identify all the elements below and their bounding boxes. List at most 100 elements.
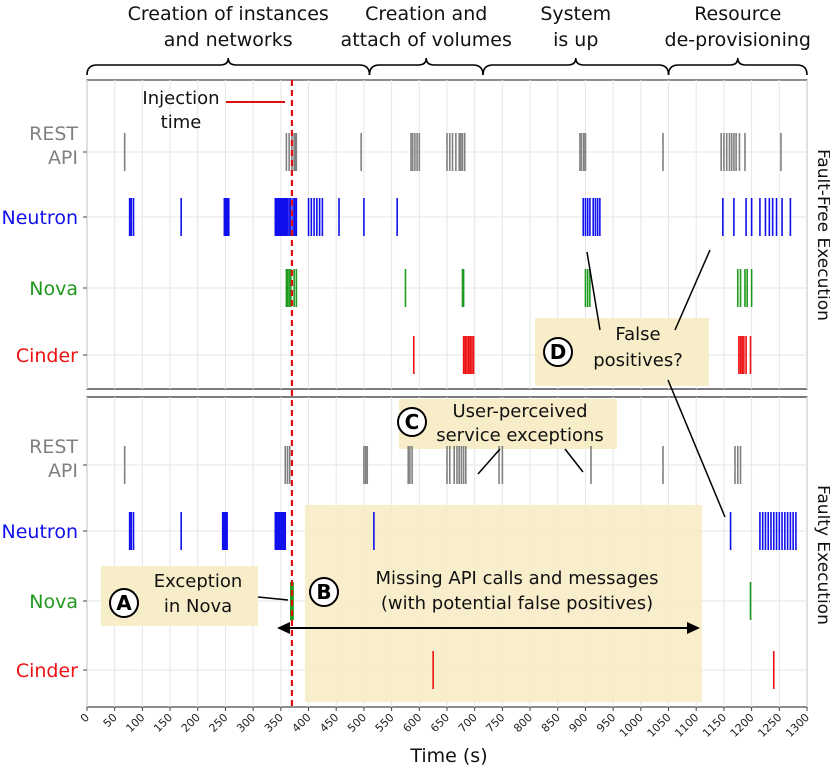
x-tick-label: 1050	[645, 711, 674, 740]
annotations: Injection time A Exception in Nova B Missing A…	[109, 80, 726, 707]
row-label-line: API	[48, 147, 78, 169]
x-tick-label: 400	[290, 711, 314, 735]
phase-headers: Creation of instances and networks Creatio…	[86, 3, 811, 76]
phase-brace	[667, 57, 808, 76]
x-tick-label: 850	[539, 711, 563, 735]
annotation-d-text-line: positives?	[593, 350, 683, 371]
phase-title: System is up	[540, 3, 611, 51]
row-label: Nova	[29, 278, 78, 300]
x-tick-label: 1300	[783, 711, 812, 740]
phase-title: Creation and attach of volumes	[341, 3, 512, 51]
x-tick-label: 200	[179, 711, 203, 735]
annotation-d-pointer	[667, 379, 726, 518]
event-marks	[123, 133, 797, 689]
row-label-line: Cinder	[16, 345, 78, 367]
row-label: Nova	[29, 591, 78, 613]
annotation-c-pointer	[477, 448, 501, 475]
annotation-d-text-line: False	[615, 324, 660, 345]
annotation-b-arrowhead-left	[277, 622, 290, 634]
annotation-a-pointer	[257, 596, 289, 601]
panel-side-label: Fault-Free Execution	[813, 149, 830, 321]
row-label-line: Cinder	[16, 660, 78, 682]
x-tick-label: 950	[594, 711, 618, 735]
x-tick-label: 1250	[755, 711, 784, 740]
annotation-a-text-line: Exception	[154, 571, 243, 592]
phase-title-line: Creation of instances	[128, 3, 329, 25]
annotation-d-letter: D	[550, 340, 567, 364]
row-label-line: Neutron	[2, 521, 78, 543]
panel-side-label: Faulty Execution	[813, 485, 830, 625]
annotation-c-text-line: service exceptions	[436, 425, 604, 446]
phase-title-line: Resource	[694, 3, 781, 25]
row-label-line: REST	[29, 123, 78, 145]
phase-title-line: System	[540, 3, 611, 25]
annotation-c-text-line: User-perceived	[453, 401, 588, 422]
row-label-line: Nova	[29, 278, 78, 300]
row-label: REST API	[29, 123, 78, 169]
row-label: REST API	[29, 436, 78, 482]
annotation-a-circle	[109, 588, 139, 618]
row-label: Cinder	[16, 345, 78, 367]
annotation-b-letter: B	[316, 580, 331, 604]
x-tick-label: 900	[567, 711, 591, 735]
x-tick-label: 800	[511, 711, 535, 735]
injection-label-line: time	[161, 112, 202, 133]
annotation-a-text: Exception in Nova	[154, 571, 243, 617]
highlight-box-c	[399, 399, 617, 449]
injection-label-line: Injection	[142, 88, 219, 109]
x-tick-label: 100	[123, 711, 147, 735]
phase-title-line: de-provisioning	[665, 29, 811, 51]
annotation-a-letter: A	[116, 591, 132, 615]
annotation-b-circle	[309, 577, 339, 607]
x-tick-label: 50	[101, 711, 120, 730]
annotation-a-text-line: in Nova	[164, 596, 232, 617]
annotation-c-pointer	[564, 448, 584, 473]
x-tick-label: 700	[456, 711, 480, 735]
annotation-c-circle	[397, 407, 427, 437]
row-label-line: Nova	[29, 591, 78, 613]
x-tick-label: 1200	[728, 711, 757, 740]
row-label-line: REST	[29, 436, 78, 458]
annotation-b-text-line: Missing API calls and messages	[376, 568, 659, 589]
annotation-b-arrowhead-right	[687, 622, 700, 634]
phase-title-line: attach of volumes	[341, 29, 512, 51]
x-tick-label: 150	[151, 711, 175, 735]
row-label-line: API	[48, 460, 78, 482]
x-tick-label: 450	[317, 711, 341, 735]
annotation-d-text: False positives?	[593, 324, 683, 371]
x-tick-label: 250	[207, 711, 231, 735]
annotation-d-pointer	[674, 249, 711, 331]
phase-title-line: is up	[553, 29, 598, 51]
x-tick-label: 750	[483, 711, 507, 735]
x-tick-label: 1100	[672, 711, 701, 740]
x-tick-label: 600	[400, 711, 424, 735]
x-tick-label: 1150	[700, 711, 729, 740]
annotation-b-text-line: (with potential false positives)	[381, 593, 653, 614]
highlight-box-b	[305, 505, 702, 702]
phase-title-line: Creation and	[365, 3, 487, 25]
row-label: Cinder	[16, 660, 78, 682]
x-tick-label: 650	[428, 711, 452, 735]
x-tick-label: 350	[262, 711, 286, 735]
phase-title: Resource de-provisioning	[665, 3, 811, 51]
annotation-c-text: User-perceived service exceptions	[436, 401, 604, 446]
x-tick-label: 500	[345, 711, 369, 735]
phase-brace	[368, 57, 484, 76]
phase-brace	[482, 57, 670, 76]
row-label-line: Neutron	[2, 207, 78, 229]
annotation-d-pointer	[586, 251, 601, 331]
x-tick-label: 0	[78, 711, 92, 725]
x-axis-title: Time (s)	[409, 745, 487, 767]
row-label: Neutron	[2, 521, 78, 543]
annotation-b-text: Missing API calls and messages (with pote…	[376, 568, 659, 614]
row-label: Neutron	[2, 207, 78, 229]
x-axis: 0 50 100 150 200 250 300 350 400 450 500 550 600 650 7…	[78, 707, 812, 767]
highlight-boxes	[101, 318, 709, 702]
phase-title-line: and networks	[164, 29, 293, 51]
x-tick-label: 300	[234, 711, 258, 735]
x-tick-label: 1000	[617, 711, 646, 740]
injection-label: Injection time	[142, 88, 219, 133]
annotation-d-circle	[543, 337, 573, 367]
